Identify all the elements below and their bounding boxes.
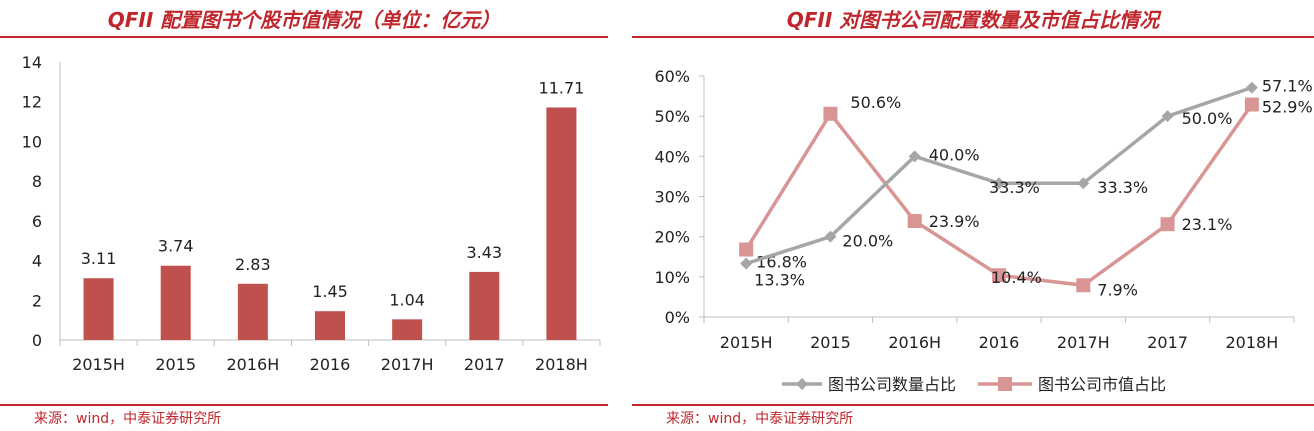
bar-value-label: 11.71 [539, 78, 585, 97]
y-tick-label: 50% [654, 107, 690, 126]
x-tick-label: 2017H [1057, 333, 1110, 352]
count-series-marker [1077, 177, 1090, 190]
count-series-value-label: 13.3% [754, 271, 805, 290]
y-tick-label: 8 [32, 172, 42, 191]
right-title-rule [632, 36, 1314, 38]
x-tick-label: 2017 [1147, 333, 1188, 352]
y-tick-label: 40% [654, 147, 690, 166]
y-tick-label: 30% [654, 188, 690, 207]
legend-market-value-marker [998, 377, 1012, 391]
count-series-value-label: 33.3% [989, 178, 1040, 197]
market-value-series-value-label: 52.9% [1262, 98, 1313, 117]
x-tick-label: 2015 [155, 355, 196, 374]
y-tick-label: 14 [22, 53, 42, 72]
x-tick-label: 2018H [1225, 333, 1278, 352]
x-tick-label: 2016H [888, 333, 941, 352]
left-source-note: 来源：wind，中泰证券研究所 [34, 411, 222, 427]
y-tick-label: 10 [22, 132, 42, 151]
y-tick-label: 2 [32, 291, 42, 310]
market-value-series-value-label: 23.9% [929, 212, 980, 231]
y-tick-label: 0% [665, 308, 690, 327]
x-tick-label: 2018H [535, 355, 588, 374]
bar [315, 311, 345, 340]
bar [469, 271, 500, 340]
bar [546, 107, 577, 340]
y-tick-label: 0 [32, 331, 42, 350]
y-tick-label: 60% [654, 67, 690, 86]
right-chart-title: QFII 对图书公司配置数量及市值占比情况 [786, 8, 1160, 32]
legend-count-marker [796, 378, 808, 390]
y-tick-label: 10% [654, 268, 690, 287]
market-value-series-value-label: 7.9% [1097, 280, 1138, 299]
count-series-marker [1161, 110, 1174, 123]
count-series-marker [993, 177, 1005, 190]
x-tick-label: 2016H [226, 355, 279, 374]
count-series-value-label: 57.1% [1262, 77, 1313, 96]
count-series-value-label: 40.0% [929, 145, 980, 164]
legend-market-value-label: 图书公司市值占比 [1038, 375, 1166, 394]
market-value-series-value-label: 16.8% [756, 253, 807, 272]
bar-value-label: 1.04 [389, 290, 425, 309]
left-chart-title: QFII 配置图书个股市值情况（单位：亿元） [107, 8, 501, 32]
count-series-marker [1245, 81, 1258, 94]
x-tick-label: 2016 [979, 333, 1020, 352]
count-series-value-label: 50.0% [1182, 109, 1233, 128]
chart-legend: 图书公司数量占比 图书公司市值占比 [782, 375, 1166, 394]
market-value-series-value-label: 50.6% [850, 93, 901, 112]
right-source-note: 来源：wind，中泰证券研究所 [666, 411, 854, 427]
right-chart-panel: QFII 对图书公司配置数量及市值占比情况 0% 10% 20% 30% 40% 50% 6… [632, 0, 1314, 431]
bar-value-label: 3.74 [158, 237, 194, 256]
left-title-rule [0, 36, 608, 38]
bar-value-label: 3.43 [466, 243, 502, 262]
count-series-value-label: 33.3% [1097, 178, 1148, 197]
market-value-series-marker [739, 242, 754, 257]
bar-value-label: 1.45 [312, 282, 348, 301]
x-tick-label: 2015H [720, 333, 773, 352]
line-chart: 0% 10% 20% 30% 40% 50% 60% 2015H 2015 2016H 2016 20… [654, 67, 1313, 394]
right-source-rule [632, 404, 1314, 406]
market-value-series-marker [823, 106, 838, 121]
bar [237, 283, 268, 340]
bar [392, 319, 423, 340]
x-tick-label: 2017H [381, 355, 434, 374]
bar [83, 278, 114, 340]
left-chart-panel: QFII 配置图书个股市值情况（单位：亿元） 0 2 4 6 8 10 12 14 3.11 20… [0, 0, 608, 431]
market-value-series-marker [907, 214, 922, 229]
y-tick-label: 20% [654, 228, 690, 247]
count-series-value-label: 20.0% [842, 232, 893, 251]
x-tick-label: 2016 [310, 355, 351, 374]
count-series-marker [740, 257, 753, 270]
y-tick-label: 4 [32, 252, 42, 271]
x-tick-label: 2015H [72, 355, 125, 374]
bar-value-label: 2.83 [235, 255, 271, 274]
y-tick-label: 12 [22, 93, 42, 112]
x-tick-label: 2015 [810, 333, 851, 352]
market-value-series-marker [1160, 217, 1175, 232]
y-tick-label: 6 [32, 212, 42, 231]
market-value-series-marker [1076, 278, 1091, 293]
count-series-marker [824, 230, 837, 243]
market-value-series-marker [992, 268, 1006, 283]
market-value-series-marker [1244, 97, 1259, 112]
count-series-marker [908, 150, 921, 163]
left-source-rule [0, 404, 608, 406]
x-tick-label: 2017 [464, 355, 505, 374]
count-series-line [745, 85, 1253, 266]
market-value-series-value-label: 23.1% [1182, 215, 1233, 234]
bar-chart: 0 2 4 6 8 10 12 14 3.11 2015H 3.74 2015 2.83 2016H 1.4… [22, 53, 601, 374]
bar-value-label: 3.11 [81, 249, 117, 268]
legend-count-label: 图书公司数量占比 [828, 375, 956, 394]
market-value-series-value-label: 10.4% [991, 268, 1042, 287]
bar [160, 265, 191, 340]
